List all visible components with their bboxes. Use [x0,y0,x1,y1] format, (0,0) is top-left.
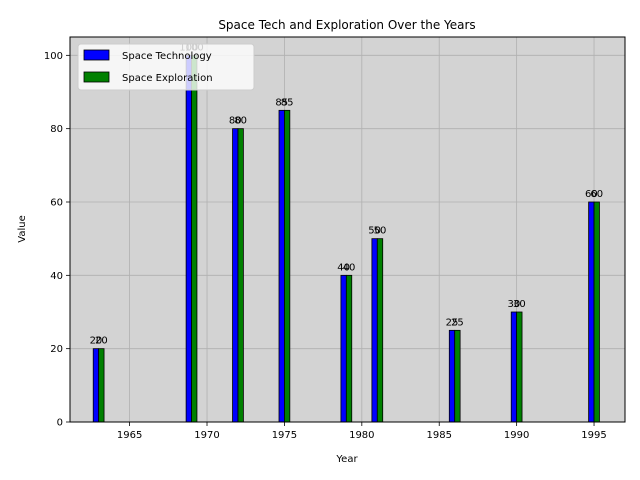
x-axis-ticks: 1965 1970 1975 1980 1985 1990 1995 [117,422,607,441]
bar-space-technology [278,109,285,423]
bar-space-technology [510,311,518,423]
data-label-space-technology: 60 [585,189,598,200]
x-tick-label: 1980 [349,430,374,441]
y-tick-label: 20 [50,344,63,355]
y-tick-label: 60 [50,198,63,209]
bar-space-exploration [98,348,105,423]
bar-space-technology [588,201,595,423]
bars-group [92,54,600,423]
bar-space-exploration [284,109,291,423]
bar-space-technology [232,128,239,423]
x-tick-label: 1985 [426,430,451,441]
data-label-space-exploration: 30 [513,299,526,310]
y-tick-label: 40 [50,271,63,282]
bar-space-technology [92,348,100,423]
data-label-space-technology: 30 [508,299,521,310]
y-tick-label: 0 [57,418,63,429]
y-axis-label: Value [17,215,28,242]
bar-space-exploration [454,329,461,423]
data-label-space-technology: 40 [337,262,350,273]
x-tick-label: 1995 [581,430,606,441]
data-label-space-technology: 25 [446,317,459,328]
data-label-space-technology: 50 [368,226,381,237]
data-label-space-technology: 20 [90,336,103,347]
data-label-space-exploration: 25 [451,317,464,328]
bar-space-technology [340,274,347,423]
bar-space-exploration [345,274,353,423]
legend: Space Technology Space Exploration [77,43,255,91]
x-tick-label: 1975 [272,430,297,441]
legend-label-space-technology: Space Technology [122,51,212,62]
legend-label-space-exploration: Space Exploration [122,73,213,84]
bar-space-exploration [516,311,523,423]
data-label-space-exploration: 40 [343,262,356,273]
data-label-space-technology: 85 [275,97,288,108]
y-tick-label: 80 [50,124,63,135]
y-axis-ticks: 0 20 40 60 80 100 [44,51,70,429]
data-label-space-exploration: 20 [95,336,108,347]
bar-space-exploration [237,128,244,423]
bar-space-technology [371,238,378,423]
legend-swatch-space-exploration [83,71,110,83]
legend-box [77,43,255,91]
data-label-space-exploration: 50 [374,226,387,237]
bar-space-technology [185,54,192,423]
data-label-space-exploration: 85 [281,97,294,108]
x-tick-label: 1965 [117,430,142,441]
bar-space-technology [448,329,456,423]
data-label-space-technology: 80 [229,116,242,127]
bar-space-exploration [593,201,600,423]
x-tick-label: 1970 [194,430,219,441]
chart-title: Space Tech and Exploration Over the Year… [218,18,475,32]
data-label-space-exploration: 60 [590,189,603,200]
data-label-space-exploration: 80 [234,116,247,127]
y-tick-label: 100 [44,51,63,62]
plot-frame [69,36,626,423]
bar-space-exploration [191,54,198,423]
bar-space-exploration [376,238,384,423]
x-tick-label: 1990 [504,430,529,441]
x-axis-label: Year [335,454,358,465]
legend-swatch-space-technology [83,49,110,61]
